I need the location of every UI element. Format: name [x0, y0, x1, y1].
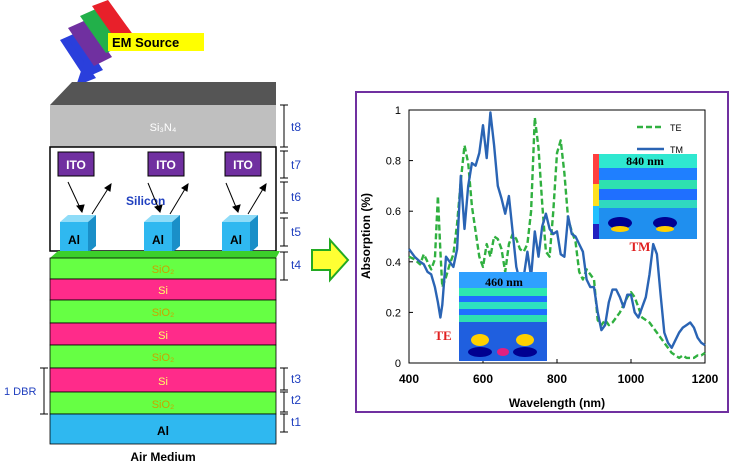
x-tick-label: 1000 [618, 372, 645, 386]
ito-block-3 [224, 151, 262, 177]
al-particle-3 [222, 215, 258, 253]
al-label-1: Al [68, 233, 80, 247]
x-axis-label: Wavelength (nm) [509, 396, 605, 410]
dim-t6: t6 [291, 190, 301, 204]
em-source-label: EM Source [112, 35, 179, 50]
air-medium-label: Air Medium [130, 450, 195, 464]
dim-t7: t7 [291, 158, 301, 172]
inset-te-wavelength: 460 nm [485, 275, 523, 289]
stack-label-1: SiO₂ [152, 264, 175, 276]
al-particle-1 [60, 215, 96, 253]
y-tick-label: 0.2 [386, 307, 401, 319]
ito-block-1 [57, 151, 95, 177]
y-tick-label: 0.4 [386, 257, 401, 269]
series-line-tm [408, 111, 706, 349]
silicon-label: Silicon [126, 194, 165, 208]
dim-t5: t5 [291, 225, 301, 239]
ito-label-1: ITO [66, 158, 86, 172]
al-particle-2 [144, 215, 180, 253]
al-label-3: Al [230, 233, 242, 247]
dbr-label: 1 DBR [4, 386, 36, 398]
dim-t3: t3 [291, 372, 301, 386]
y-axis-label: Absorption (%) [359, 193, 373, 279]
al-label-2: Al [152, 233, 164, 247]
x-tick-label: 400 [399, 372, 419, 386]
si3n4-label: Si₃N₄ [150, 122, 177, 134]
top-cap [50, 82, 276, 105]
em-source-icon [60, 0, 134, 86]
inset-tm-mode: TM [630, 239, 651, 254]
inset-tm-wavelength: 840 nm [626, 154, 664, 168]
dbr-stack [49, 251, 280, 445]
arrow-right-icon [311, 237, 350, 283]
dimension-markers [40, 104, 288, 433]
inset-te-mode: TE [434, 328, 451, 343]
dim-t2: t2 [291, 393, 301, 407]
coupling-arrows [67, 181, 267, 215]
ito-label-2: ITO [156, 158, 176, 172]
em-source-badge [108, 33, 204, 51]
y-tick-label: 1 [395, 105, 401, 117]
series-group [408, 111, 706, 360]
dim-t4: t4 [291, 258, 301, 272]
y-tick-label: 0 [395, 358, 401, 370]
legend-te-label: TE [670, 123, 682, 133]
dim-t1: t1 [291, 415, 301, 429]
x-tick-label: 600 [473, 372, 493, 386]
inset-tm-field-map [593, 154, 697, 239]
tick-group: 400 600 800 1000 1200 0 0.2 0.4 0.6 0.8 1 [386, 105, 719, 386]
stack-label-8: Al [157, 424, 169, 438]
x-tick-label: 800 [547, 372, 567, 386]
legend-tm-label: TM [670, 145, 683, 155]
stack-label-6: Si [158, 376, 168, 388]
series-line-te [408, 116, 706, 360]
stack-label-5: SiO₂ [152, 352, 175, 364]
stack-label-2: Si [158, 285, 168, 297]
ito-block-2 [147, 151, 185, 177]
dim-t8: t8 [291, 120, 301, 134]
stack-label-3: SiO₂ [152, 307, 175, 319]
x-tick-label: 1200 [692, 372, 719, 386]
ito-label-3: ITO [233, 158, 253, 172]
stack-label-4: Si [158, 330, 168, 342]
si3n4-layer [50, 105, 276, 147]
y-tick-label: 0.8 [386, 156, 401, 168]
y-tick-label: 0.6 [386, 206, 401, 218]
inset-te-field-map [459, 272, 547, 361]
stack-label-7: SiO₂ [152, 399, 175, 411]
